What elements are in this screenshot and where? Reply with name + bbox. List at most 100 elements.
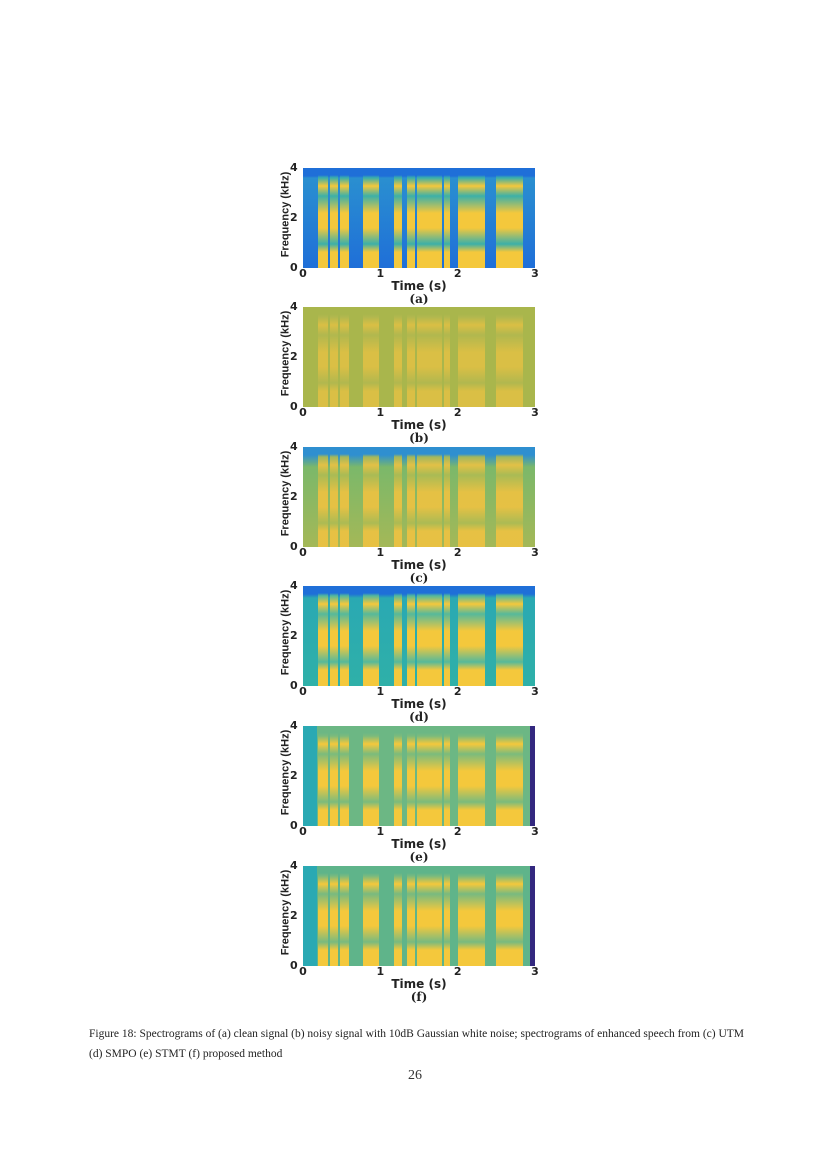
panel-label: (b) [409,431,429,445]
x-tick-label: 3 [531,267,539,280]
x-axis-label: Time (s) [391,697,447,711]
x-tick-label: 3 [531,406,539,419]
x-tick-label: 2 [453,406,462,419]
speech-energy-band [394,586,402,686]
speech-energy-band [407,866,416,966]
x-axis-label: Time (s) [391,418,447,432]
speech-energy-band [318,726,328,826]
speech-energy-band [457,726,485,826]
x-tick-label: 1 [376,546,385,559]
speech-energy-band [457,447,485,547]
spectrogram-image [303,168,535,268]
silence-region [303,866,317,966]
y-tick-label: 2 [290,629,298,642]
speech-energy-band [496,168,524,268]
y-tick-label: 0 [290,400,298,413]
speech-energy-band [407,586,416,686]
speech-energy-band [394,168,402,268]
figure-caption: Figure 18: Spectrograms of (a) clean sig… [89,1028,745,1060]
y-tick-label: 4 [290,440,298,453]
speech-energy-band [457,168,485,268]
speech-energy-band [340,307,350,407]
x-axis-label: Time (s) [391,977,447,991]
speech-energy-band [363,866,379,966]
panel-label: (d) [409,710,429,724]
x-tick-label: 1 [376,267,385,280]
speech-energy-band [417,586,443,686]
speech-energy-band [363,586,379,686]
y-tick-label: 4 [290,859,298,872]
speech-energy-band [496,866,524,966]
spectrogram-image [303,586,535,686]
speech-energy-band [394,307,402,407]
speech-energy-band [363,307,379,407]
speech-energy-band [496,586,524,686]
x-tick-label: 2 [453,685,462,698]
spectrogram-image [303,307,535,407]
y-tick-label: 2 [290,909,298,922]
speech-energy-band [457,866,485,966]
speech-energy-band [318,168,328,268]
x-tick-label: 2 [453,546,462,559]
speech-energy-band [340,586,350,686]
speech-energy-band [407,726,416,826]
x-tick-label: 0 [299,965,307,978]
panel-label: (f) [410,990,428,1004]
y-tick-label: 2 [290,769,298,782]
x-tick-label: 1 [376,406,385,419]
speech-energy-band [496,307,524,407]
speech-energy-band [443,726,450,826]
page-number: 26 [408,1068,422,1083]
speech-energy-band [340,726,350,826]
speech-energy-band [407,307,416,407]
x-tick-label: 0 [299,406,307,419]
y-tick-label: 0 [290,261,298,274]
silence-region [303,726,317,826]
spectrogram-panel: Frequency (kHz) 0 2 4 0 1 2 3 Time (s) (b) [270,299,550,445]
y-tick-label: 0 [290,819,298,832]
y-tick-label: 0 [290,540,298,553]
speech-energy-band [330,447,338,547]
speech-energy-band [318,866,328,966]
speech-energy-band [394,447,402,547]
speech-energy-band [363,447,379,547]
y-tick-label: 2 [290,211,298,224]
speech-energy-band [330,866,338,966]
y-tick-label: 2 [290,490,298,503]
x-tick-label: 0 [299,685,307,698]
speech-energy-band [417,168,443,268]
panel-label: (e) [409,850,429,864]
speech-energy-band [330,307,338,407]
y-tick-label: 4 [290,579,298,592]
speech-energy-band [407,447,416,547]
speech-energy-band [363,168,379,268]
x-tick-label: 2 [453,825,462,838]
speech-energy-band [443,307,450,407]
spectrogram-panel: Frequency (kHz) 0 2 4 0 1 2 3 Time (s) (c) [270,439,550,585]
x-axis-label: Time (s) [391,837,447,851]
spectrogram-panel: Frequency (kHz) 0 2 4 0 1 2 3 Time (s) (f) [270,858,550,1004]
x-tick-label: 3 [531,685,539,698]
speech-energy-band [443,586,450,686]
spectrogram-image [303,726,535,826]
spectrogram-image [303,447,535,547]
speech-energy-band [417,726,443,826]
speech-energy-band [496,726,524,826]
speech-energy-band [340,866,350,966]
spectrogram-panel: Frequency (kHz) 0 2 4 0 1 2 3 Time (s) (d) [270,578,550,724]
speech-energy-band [340,447,350,547]
y-tick-label: 0 [290,959,298,972]
speech-energy-band [443,447,450,547]
spectrogram-panel: Frequency (kHz) 0 2 4 0 1 2 3 Time (s) (a) [270,160,550,306]
spectrogram-panel: Frequency (kHz) 0 2 4 0 1 2 3 Time (s) (e) [270,718,550,864]
panel-label: (a) [409,292,429,306]
x-tick-label: 2 [453,267,462,280]
x-axis-label: Time (s) [391,279,447,293]
speech-energy-band [417,866,443,966]
y-tick-label: 4 [290,161,298,174]
x-tick-label: 0 [299,267,307,280]
padding-region [530,866,535,966]
x-tick-label: 3 [531,825,539,838]
speech-energy-band [330,586,338,686]
